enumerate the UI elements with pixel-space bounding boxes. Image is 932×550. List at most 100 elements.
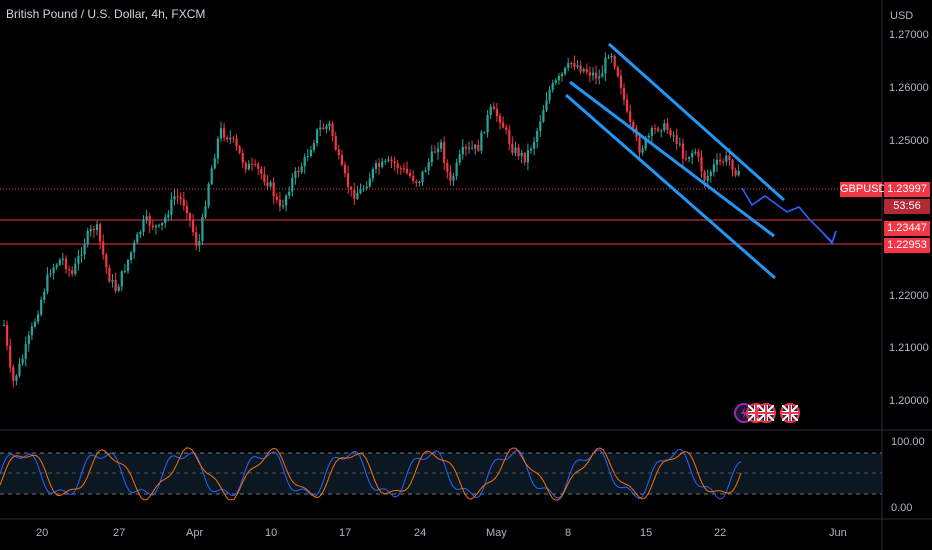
candle-body: [297, 171, 300, 173]
candle-body: [433, 151, 436, 153]
candle-body: [436, 148, 440, 153]
candle-body: [195, 232, 198, 246]
candle-body: [55, 264, 58, 268]
candle-body: [371, 169, 374, 179]
candle-body: [30, 326, 33, 336]
candle-body: [691, 153, 694, 158]
candle-body: [446, 162, 449, 172]
time-tick: 27: [113, 527, 126, 539]
candle-body: [684, 158, 688, 160]
candle-body: [464, 146, 467, 149]
candle-body: [136, 234, 139, 243]
candle-body: [15, 375, 18, 381]
candle-body: [405, 168, 409, 174]
candle-body: [480, 132, 483, 151]
candle-body: [474, 145, 477, 149]
candle-body: [725, 155, 728, 162]
stochastic-k-line: [0, 448, 742, 500]
candle-body: [170, 199, 173, 215]
candle-body: [61, 258, 64, 260]
candle-body: [80, 254, 83, 256]
channel-middle-line[interactable]: [569, 80, 775, 238]
candle-body: [229, 137, 232, 140]
candle-body: [102, 241, 105, 255]
candle-body: [167, 214, 170, 218]
candle-body: [238, 146, 241, 153]
candle-body: [719, 159, 722, 162]
candle-body: [244, 162, 247, 170]
uk-flag-icon[interactable]: [756, 403, 776, 423]
candle-body: [58, 259, 61, 265]
candle-body: [77, 255, 80, 264]
candle-body: [712, 164, 715, 172]
candle-body: [526, 150, 529, 163]
candle-body: [285, 195, 288, 206]
candle-body: [495, 108, 498, 117]
candle-body: [653, 128, 657, 130]
time-tick: Apr: [186, 527, 204, 539]
candle-body: [697, 151, 700, 157]
candle-body: [359, 188, 362, 194]
candle-body: [21, 358, 24, 364]
candle-body: [678, 143, 681, 145]
candle-body: [737, 170, 740, 176]
price-tick: 1.22000: [889, 290, 929, 302]
candle-body: [148, 216, 151, 226]
price-tick: 1.21000: [889, 342, 929, 354]
candle-body: [260, 168, 263, 175]
candle-body: [210, 168, 213, 185]
candle-body: [492, 106, 495, 109]
candle-body: [641, 148, 644, 153]
channel-lower-line[interactable]: [565, 93, 776, 280]
projection-arrowhead: [823, 230, 837, 245]
candle-body: [554, 80, 557, 84]
candle-body: [312, 143, 316, 151]
candle-body: [353, 189, 356, 199]
candle-body: [281, 205, 285, 207]
candle-body: [207, 184, 210, 207]
channel-upper-line[interactable]: [608, 42, 785, 202]
candle-body: [108, 267, 111, 282]
candle-body: [393, 161, 396, 164]
candle-body: [151, 225, 154, 228]
candle-body: [18, 363, 21, 376]
candle-body: [722, 161, 725, 163]
candle-body: [443, 142, 446, 163]
candle-body: [536, 130, 539, 142]
uk-flag-icon[interactable]: [780, 403, 800, 423]
candle-body: [514, 147, 517, 153]
candle-body: [412, 175, 415, 182]
candle-body: [548, 89, 551, 101]
candle-body: [288, 191, 291, 196]
projection-path[interactable]: [741, 187, 833, 243]
candle-body: [142, 219, 145, 232]
candle-body: [71, 270, 74, 274]
candle-body: [399, 168, 402, 170]
candle-body: [706, 176, 709, 181]
candle-body: [650, 128, 653, 136]
candle-body: [356, 193, 359, 199]
candle-body: [402, 168, 405, 170]
candle-body: [254, 163, 257, 165]
candle-body: [117, 286, 120, 291]
candle-body: [213, 158, 216, 169]
candle-body: [328, 123, 331, 127]
candle-body: [111, 279, 114, 282]
candle-body: [83, 244, 86, 255]
candle-body: [340, 155, 343, 165]
candle-body: [396, 163, 399, 169]
candle-body: [325, 126, 328, 129]
candle-body: [598, 76, 601, 79]
level-badge-1: 1.23447: [884, 221, 930, 236]
candle-body: [632, 121, 635, 129]
candle-body: [350, 186, 353, 190]
candle-body: [502, 122, 505, 128]
candle-body: [319, 127, 322, 130]
candle-body: [666, 123, 669, 131]
candle-body: [164, 217, 167, 224]
candle-body: [86, 231, 89, 245]
candle-body: [508, 129, 511, 144]
candle-body: [576, 65, 579, 67]
candle-body: [613, 55, 616, 68]
